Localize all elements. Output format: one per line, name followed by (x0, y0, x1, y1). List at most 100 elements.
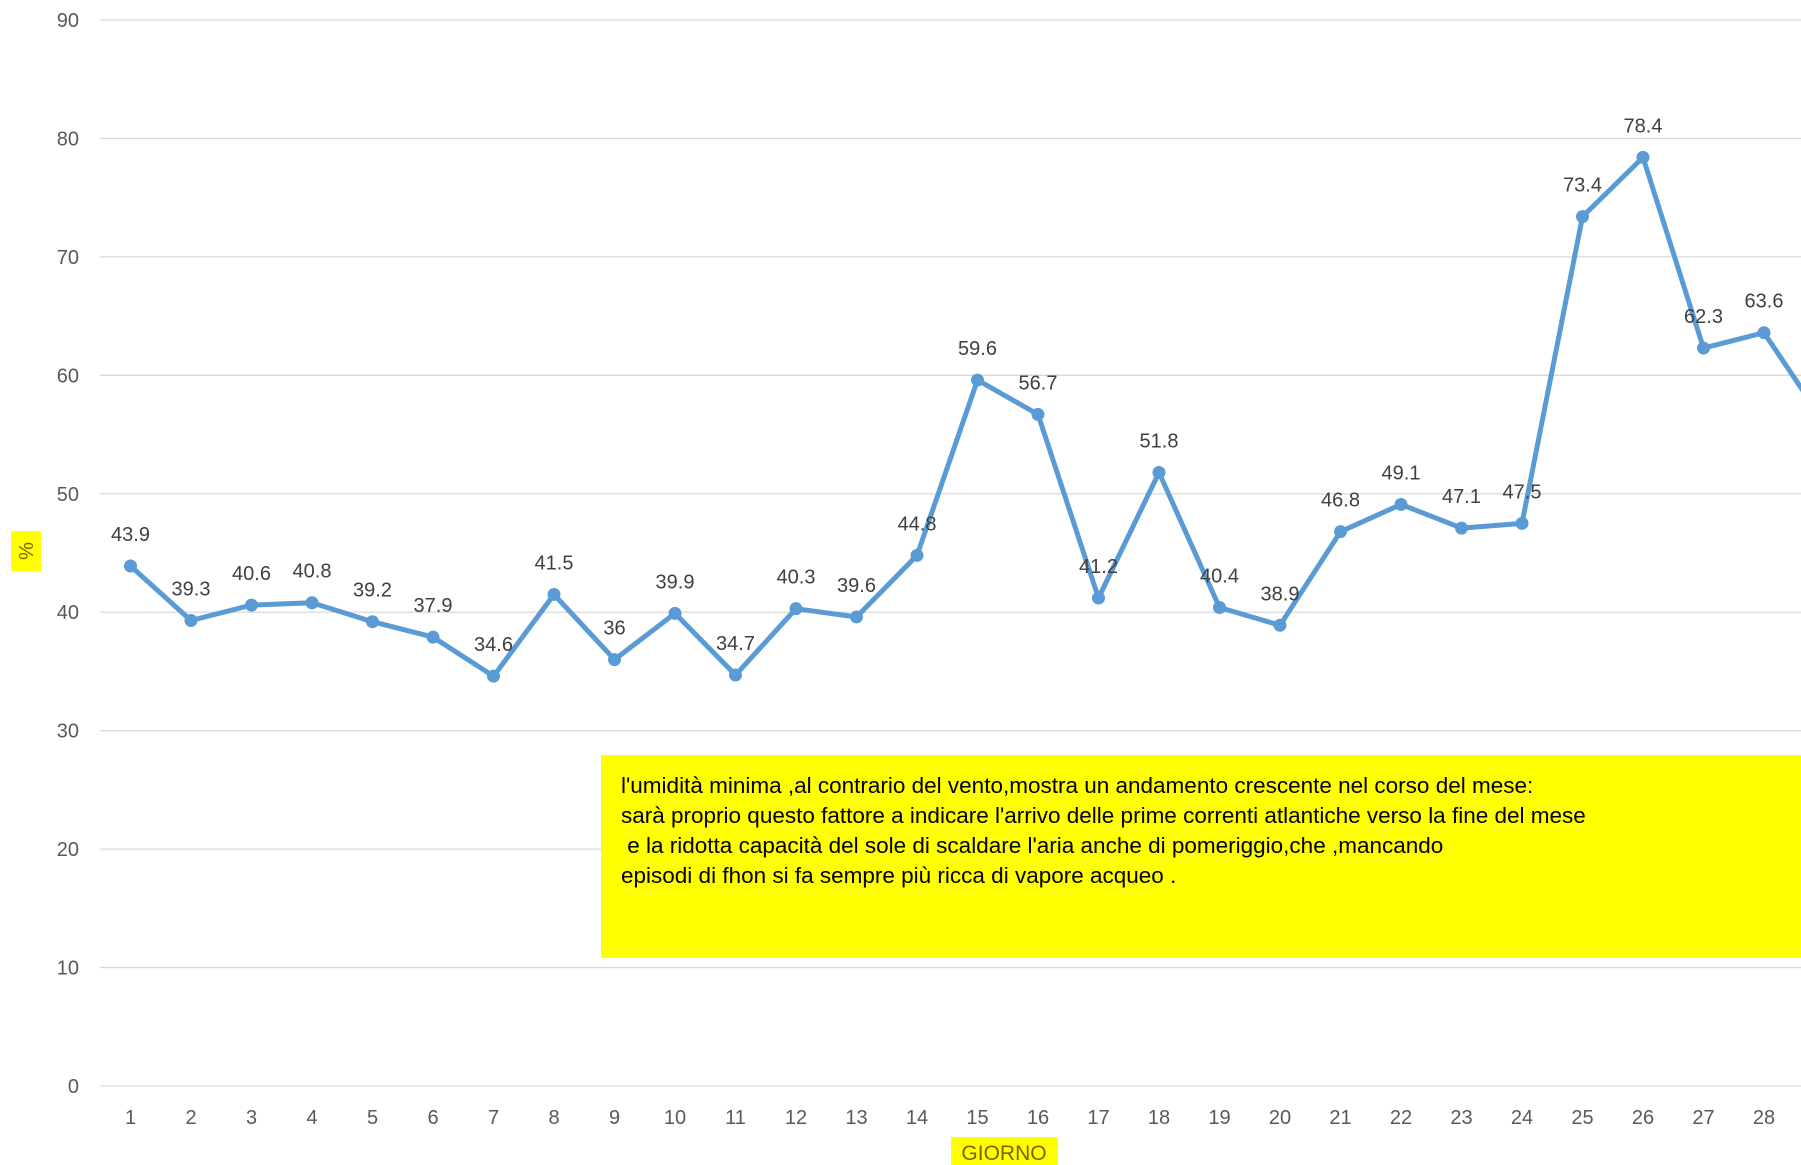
y-tick-label: 70 (57, 247, 79, 269)
data-label: 41.2 (1079, 556, 1118, 578)
x-tick-label: 9 (609, 1107, 620, 1129)
x-tick-label: 24 (1511, 1107, 1533, 1129)
data-label: 49.1 (1382, 462, 1421, 484)
x-tick-label: 1 (125, 1107, 136, 1129)
y-tick-label: 80 (57, 128, 79, 150)
y-axis-title-highlight (11, 531, 41, 571)
data-point (789, 602, 803, 616)
data-point (245, 598, 258, 612)
x-tick-label: 4 (306, 1107, 317, 1129)
data-label: 56.7 (1019, 372, 1058, 394)
x-tick-label: 28 (1753, 1107, 1775, 1129)
data-label: 40.4 (1200, 565, 1239, 587)
series-humidity (124, 150, 1801, 683)
data-label: 47.5 (1503, 481, 1542, 503)
data-point (1697, 341, 1710, 355)
data-label: 39.9 (656, 571, 695, 593)
x-tick-label: 20 (1269, 1107, 1291, 1129)
data-label: 63.6 (1745, 291, 1784, 313)
data-point (1273, 618, 1287, 632)
y-tick-label: 20 (57, 839, 79, 861)
data-label: 39.3 (172, 579, 211, 601)
data-point (1334, 525, 1347, 539)
data-point (1394, 497, 1408, 511)
x-tick-label: 18 (1148, 1107, 1170, 1129)
x-tick-label: 16 (1027, 1107, 1049, 1129)
data-labels: 43.9 39.3 40.6 40.8 39.2 37.9 34.6 41.5 36 39.9 34… (111, 115, 1783, 656)
data-point (1152, 465, 1166, 479)
x-axis-tick-labels: 1 2 3 4 5 6 7 8 9 10 11 12 13 14 15 16 17 18 19 20 21 22 23 24 2… (125, 1107, 1775, 1129)
y-tick-label: 10 (57, 958, 79, 980)
y-tick-label: 30 (57, 721, 79, 743)
data-point (850, 610, 863, 624)
data-point (971, 373, 984, 387)
data-point (1636, 150, 1650, 164)
data-point (1213, 600, 1226, 614)
x-tick-label: 22 (1390, 1107, 1412, 1129)
gridlines (100, 19, 1801, 1087)
data-point (124, 559, 137, 573)
x-axis-title: GIORNO (951, 1137, 1058, 1165)
x-axis-title-text: GIORNO (961, 1142, 1046, 1165)
x-tick-label: 5 (367, 1107, 378, 1129)
data-point (547, 587, 561, 601)
y-axis-tick-labels: 0 10 20 30 40 50 60 70 80 90 (57, 10, 79, 1098)
y-tick-label: 50 (57, 484, 79, 506)
data-point (1031, 407, 1045, 421)
data-point (184, 614, 198, 628)
data-point (1757, 326, 1771, 340)
x-tick-label: 27 (1692, 1107, 1714, 1129)
x-tick-label: 3 (246, 1107, 257, 1129)
y-axis-title: % (11, 531, 41, 571)
x-tick-label: 25 (1571, 1107, 1593, 1129)
data-label: 40.6 (232, 563, 271, 585)
x-tick-label: 2 (185, 1107, 196, 1129)
x-tick-label: 14 (906, 1107, 928, 1129)
data-label: 51.8 (1140, 430, 1179, 452)
data-point (608, 653, 621, 667)
x-tick-label: 7 (488, 1107, 499, 1129)
data-label: 39.6 (837, 575, 876, 597)
data-label: 39.2 (353, 580, 392, 602)
data-label: 44.8 (898, 513, 937, 535)
annotation-line: sarà proprio questo fattore a indicare l… (621, 803, 1586, 828)
data-point (1515, 516, 1529, 530)
y-tick-label: 90 (57, 10, 79, 32)
annotation-line: l'umidità minima ,al contrario del vento… (621, 773, 1534, 798)
x-axis-title-highlight (951, 1137, 1058, 1165)
data-label: 43.9 (111, 524, 150, 546)
data-label: 59.6 (958, 338, 997, 360)
data-label: 46.8 (1321, 490, 1360, 512)
x-tick-label: 17 (1087, 1107, 1109, 1129)
data-label: 41.5 (535, 552, 574, 574)
data-point (668, 606, 682, 620)
annotation-line: episodi di fhon si fa sempre più ricca d… (621, 863, 1177, 888)
data-label: 62.3 (1684, 306, 1723, 328)
data-label: 34.7 (716, 633, 755, 655)
y-tick-label: 0 (68, 1076, 79, 1098)
x-tick-label: 12 (785, 1107, 807, 1129)
y-axis-title-text: % (16, 542, 38, 560)
x-tick-label: 21 (1329, 1107, 1351, 1129)
data-point (366, 615, 379, 629)
data-label: 78.4 (1624, 115, 1663, 137)
data-label: 38.9 (1261, 583, 1300, 605)
x-tick-label: 13 (845, 1107, 867, 1129)
annotation-line: e la ridotta capacità del sole di scalda… (621, 833, 1444, 858)
data-point (729, 668, 742, 682)
data-label: 36 (603, 618, 625, 640)
x-tick-label: 11 (725, 1107, 746, 1129)
x-tick-label: 15 (966, 1107, 988, 1129)
x-tick-label: 6 (427, 1107, 438, 1129)
data-point (1576, 210, 1589, 224)
data-point (305, 596, 319, 610)
data-label: 34.6 (474, 634, 513, 656)
y-tick-label: 40 (57, 602, 79, 624)
x-tick-label: 10 (664, 1107, 686, 1129)
x-tick-label: 19 (1208, 1107, 1230, 1129)
data-label: 73.4 (1563, 175, 1602, 197)
y-tick-label: 60 (57, 365, 79, 387)
data-label: 40.8 (293, 561, 332, 583)
annotation-note: l'umidità minima ,al contrario del vento… (601, 755, 1801, 958)
